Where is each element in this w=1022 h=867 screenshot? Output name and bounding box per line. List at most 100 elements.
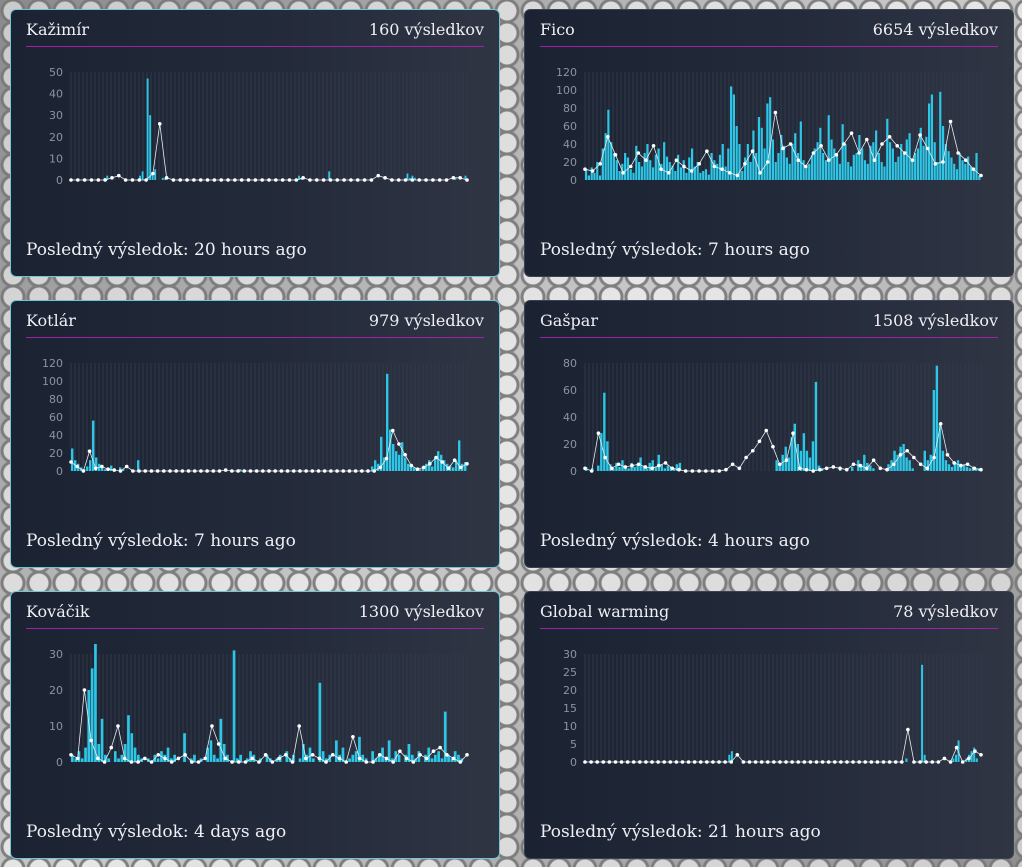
series-point: [971, 167, 976, 171]
bar: [679, 167, 683, 180]
series-point: [384, 456, 389, 461]
bar: [354, 751, 358, 762]
series-point: [239, 178, 244, 182]
bar: [636, 464, 639, 471]
series-point: [887, 135, 892, 139]
bar: [921, 664, 924, 762]
bar: [413, 467, 416, 471]
series-point: [705, 149, 709, 153]
card-fico[interactable]: Fico 6654 výsledkov 0 20 40 60 80 100 120 Posl…: [524, 9, 1014, 277]
series-point: [100, 464, 104, 469]
bar: [891, 148, 894, 180]
series-point: [650, 466, 654, 471]
bar: [425, 463, 428, 471]
bar: [311, 758, 315, 762]
series-point: [445, 753, 449, 757]
series-point: [236, 760, 241, 764]
bar: [950, 466, 954, 471]
bar: [71, 754, 74, 762]
series-point: [372, 469, 376, 473]
card-kazimir[interactable]: Kažimír 160 výsledkov 0 10 20 30 40 50 Posled…: [10, 9, 500, 277]
bar: [970, 751, 973, 762]
bar: [640, 166, 643, 180]
series-point: [317, 756, 322, 761]
y-tick-label: 20: [563, 156, 577, 169]
series-point: [409, 463, 414, 468]
card-global-warming[interactable]: Global warming 78 výsledkov 0 5 10 15 20 25 30…: [524, 591, 1014, 859]
series-point: [223, 756, 228, 761]
series-point: [274, 178, 278, 182]
bar: [802, 433, 806, 471]
series-point: [437, 178, 442, 182]
series-point: [383, 176, 387, 180]
series-point: [619, 760, 624, 764]
bar: [728, 754, 731, 762]
series-point: [737, 466, 742, 471]
series-point: [905, 448, 909, 453]
bar: [612, 468, 615, 471]
series-point: [912, 760, 916, 764]
bar: [852, 154, 855, 180]
bar: [288, 758, 292, 762]
result-count: 1508 výsledkov: [872, 311, 998, 330]
bar: [869, 465, 872, 471]
series-point: [727, 171, 732, 175]
bar: [783, 145, 786, 180]
series-point: [621, 171, 625, 175]
bar: [397, 754, 401, 762]
series-point: [686, 760, 691, 764]
series-point: [918, 462, 923, 467]
series-point: [217, 469, 222, 473]
bar: [794, 133, 797, 180]
bar: [437, 451, 440, 471]
series-point: [704, 469, 708, 473]
series-point: [863, 760, 868, 764]
series-point: [677, 467, 681, 472]
series-point: [772, 760, 776, 764]
series-point: [69, 178, 73, 182]
series-point: [819, 144, 823, 148]
bar: [104, 469, 107, 471]
card-kotlar[interactable]: Kotlár 979 výsledkov 0 20 40 60 80 100 120 Pos…: [10, 300, 500, 568]
series-point: [112, 468, 117, 472]
series-point: [155, 469, 160, 473]
card-kovacik[interactable]: Kováčik 1300 výsledkov 0 10 20 30 Posledný …: [10, 591, 500, 859]
series-point: [223, 468, 228, 472]
bar: [455, 460, 458, 471]
bar: [447, 754, 450, 762]
series-point: [451, 756, 456, 761]
bar: [660, 464, 663, 471]
bar: [113, 751, 117, 762]
card-gaspar[interactable]: Gašpar 1508 výsledkov 0 20 40 60 80 Posledný…: [524, 300, 1014, 568]
bar: [975, 758, 978, 762]
bar: [766, 103, 769, 180]
series-point: [885, 467, 889, 472]
series-point: [765, 160, 770, 164]
bar: [674, 171, 677, 180]
series-point: [403, 178, 408, 182]
card-header: Global warming 78 výsledkov: [540, 602, 998, 629]
series-point: [369, 178, 374, 182]
series-point: [149, 760, 154, 764]
bar: [464, 462, 467, 471]
series-point: [124, 464, 129, 469]
bar: [374, 460, 377, 471]
y-tick-label: 30: [49, 648, 63, 661]
bar: [77, 751, 81, 762]
series-point: [417, 178, 422, 182]
result-count: 1300 výsledkov: [358, 602, 484, 621]
series-point: [898, 453, 903, 457]
bar: [610, 142, 613, 180]
series-point: [458, 176, 462, 180]
series-point: [659, 167, 663, 171]
series-point: [446, 466, 451, 471]
bar: [847, 162, 850, 180]
series-point: [814, 760, 819, 764]
series-point: [335, 178, 340, 182]
bar: [265, 754, 269, 762]
bar: [675, 464, 679, 471]
bar: [822, 153, 825, 180]
bar: [92, 420, 95, 471]
bar: [657, 454, 660, 471]
card-header: Kažimír 160 výsledkov: [26, 20, 484, 47]
